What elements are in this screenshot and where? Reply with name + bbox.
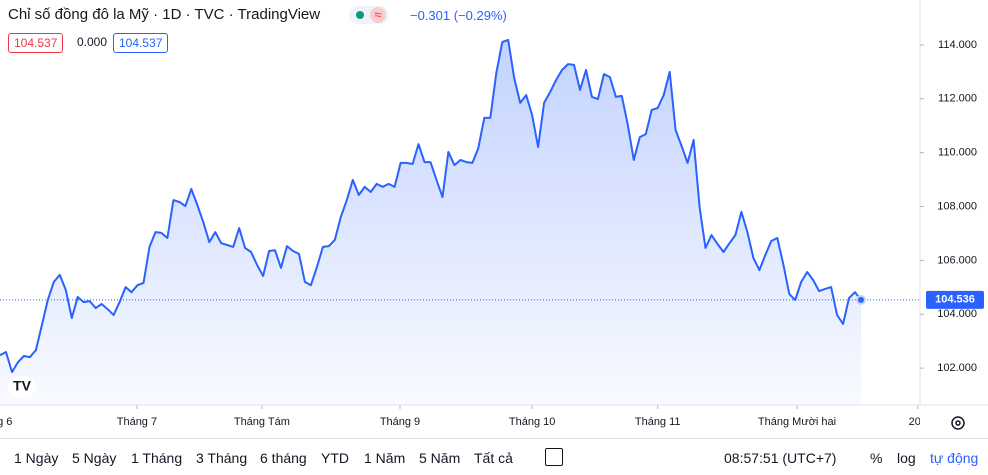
- area-fill: [0, 39, 861, 406]
- price-change: −0.301 (−0.29%): [404, 8, 513, 23]
- x-tick-label: Tháng 11: [635, 416, 681, 428]
- chart: Tháng 6 Tháng 7 Tháng Tám Tháng 9 Tháng 10 Th…: [0, 0, 988, 430]
- range-button[interactable]: 1 Ngày: [14, 450, 59, 466]
- y-tick-label: 114.000: [938, 39, 977, 51]
- symbol-title: Chỉ số đồng đô la Mỹ · 1D · TVC · Tradin…: [8, 6, 321, 23]
- x-tick-label: 202: [909, 416, 927, 428]
- y-tick-label: 108.000: [937, 200, 977, 212]
- y-tick-label: 110.000: [938, 147, 977, 159]
- svg-text:TV: TV: [13, 378, 32, 394]
- x-tick-label: Tháng 6: [0, 416, 12, 428]
- date-range-icon[interactable]: [545, 448, 563, 466]
- buy-price[interactable]: 104.537: [113, 33, 169, 53]
- x-tick-label: Tháng Tám: [234, 416, 290, 428]
- y-tick-label: 104.000: [937, 308, 977, 320]
- bottom-toolbar: 08:57:51 (UTC+7) % log tự động 1 Ngày 5 N…: [0, 438, 988, 475]
- range-button[interactable]: 1 Tháng: [131, 450, 183, 466]
- range-button[interactable]: Tất cả: [474, 450, 513, 466]
- auto-toggle[interactable]: tự động: [930, 450, 979, 466]
- y-tick-label: 112.000: [938, 93, 977, 105]
- status-badge: ≈: [349, 6, 389, 24]
- y-tick-label: 106.000: [937, 254, 977, 266]
- x-tick-label: Tháng 9: [380, 416, 420, 428]
- change: −0.301 (−0.29%): [410, 8, 507, 23]
- range-button[interactable]: 5 Ngày: [72, 450, 117, 466]
- sell-price[interactable]: 104.537: [8, 33, 64, 53]
- spread: 0.000: [77, 35, 108, 49]
- x-tick-label: Tháng 10: [509, 416, 555, 428]
- y-tick-label: 102.000: [937, 362, 977, 374]
- log-toggle[interactable]: log: [897, 450, 916, 466]
- range-button[interactable]: 5 Năm: [419, 450, 461, 466]
- range-button[interactable]: YTD: [321, 450, 349, 466]
- percent-toggle[interactable]: %: [870, 450, 883, 466]
- x-tick-label: Tháng Mười hai: [758, 416, 836, 428]
- last-price-tag: [926, 290, 984, 309]
- range-button[interactable]: 1 Năm: [364, 450, 406, 466]
- settings-icon[interactable]: [951, 416, 965, 430]
- last-price-label: 104.536: [935, 294, 975, 306]
- clock: 08:57:51 (UTC+7): [724, 450, 837, 466]
- price-line: [0, 38, 862, 374]
- last-point: [856, 294, 866, 305]
- range-button[interactable]: 3 Tháng: [196, 450, 248, 466]
- tradingview-logo: TV: [8, 376, 36, 398]
- range-button[interactable]: 6 tháng: [260, 450, 307, 466]
- x-tick-label: Tháng 7: [117, 416, 157, 428]
